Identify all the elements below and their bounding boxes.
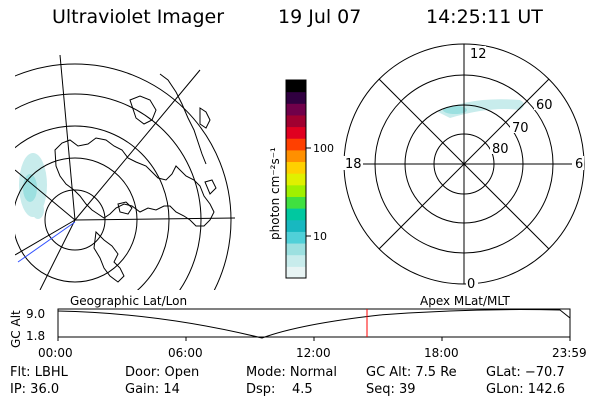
- timeline-ytick-top: 9.0: [26, 307, 45, 321]
- timeline-altitude-curve: [57, 309, 571, 339]
- colorbar-band: [286, 208, 306, 221]
- colorbar-band: [286, 243, 306, 256]
- timeline-axis-label: GC Alt: [9, 310, 23, 348]
- lat-label-70: 70: [512, 121, 529, 136]
- colorbar-band: [286, 103, 306, 116]
- timeline-xtick-2359: 23:59: [552, 346, 587, 360]
- timeline-left-title: Geographic Lat/Lon: [70, 294, 187, 308]
- map-lat-circle: [15, 157, 138, 283]
- info-seq: Seq: 39: [366, 382, 416, 397]
- timeline-frame: [57, 308, 571, 338]
- colorbar: 100 10 photon cm⁻²s⁻¹: [268, 79, 334, 279]
- colorbar-band: [286, 80, 306, 93]
- map-lat-circle: [15, 93, 202, 290]
- map-lat-circle: [15, 125, 170, 290]
- map-lon-line: [74, 217, 235, 221]
- map-coastline: [129, 95, 157, 125]
- polar-diagonal: [378, 78, 550, 250]
- mlt-label-6: 6: [575, 157, 583, 172]
- instrument-title: Ultraviolet Imager: [52, 6, 225, 28]
- info-door: Door: Open: [125, 365, 200, 380]
- header-date: 19 Jul 07: [278, 6, 362, 28]
- timeline-xtick-1200: 12:00: [296, 346, 331, 360]
- info-dsp: Dsp: 4.5: [246, 382, 313, 397]
- lat-label-80: 80: [492, 142, 509, 157]
- map-lon-line: [39, 219, 76, 290]
- mlt-label-12: 12: [470, 47, 487, 62]
- map-track-line: [17, 221, 76, 263]
- map-coastline: [204, 179, 217, 195]
- colorbar-tick-10: 10: [313, 230, 327, 243]
- mlt-label-18: 18: [345, 157, 362, 172]
- colorbar-label: photon cm⁻²s⁻¹: [268, 147, 282, 240]
- timeline-right-title: Apex MLat/MLT: [420, 294, 510, 308]
- map-coastline: [199, 107, 211, 129]
- colorbar-band: [286, 219, 306, 232]
- colorbar-band: [286, 161, 306, 174]
- header-time: 14:25:11 UT: [426, 6, 543, 28]
- info-gain: Gain: 14: [125, 382, 180, 397]
- info-mode: Mode: Normal: [246, 365, 337, 380]
- map-coastline: [54, 137, 215, 227]
- map-lon-line: [74, 69, 201, 221]
- timeline-panel: Geographic Lat/Lon Apex MLat/MLT GC Alt …: [9, 294, 587, 360]
- geographic-map: [15, 55, 235, 290]
- colorbar-band: [286, 149, 306, 163]
- map-lat-circle: [15, 63, 232, 290]
- colorbar-band: [286, 91, 306, 104]
- colorbar-tick-100: 100: [313, 142, 334, 155]
- info-filter: Flt: LBHL: [10, 365, 68, 380]
- map-lon-line: [15, 219, 76, 256]
- info-glon: GLon: 142.6: [486, 382, 566, 397]
- info-gc-alt: GC Alt: 7.5 Re: [366, 365, 457, 380]
- lat-label-60: 60: [536, 98, 553, 113]
- colorbar-band: [286, 196, 306, 209]
- colorbar-band: [286, 231, 306, 244]
- colorbar-band: [286, 254, 306, 267]
- info-glat: GLat: −70.7: [486, 365, 565, 380]
- polar-plot: [343, 43, 585, 289]
- info-ip: IP: 36.0: [10, 382, 60, 397]
- map-coastline: [159, 73, 207, 165]
- map-lon-line: [59, 55, 76, 221]
- mlt-label-0: 0: [467, 277, 475, 292]
- colorbar-band: [286, 173, 306, 186]
- timeline-ytick-bottom: 1.8: [26, 329, 45, 343]
- timeline-xtick-0600: 06:00: [168, 346, 203, 360]
- timeline-xtick-1800: 18:00: [424, 346, 459, 360]
- colorbar-band: [286, 114, 306, 128]
- map-lon-line: [15, 169, 76, 221]
- map-coastline: [93, 230, 125, 283]
- map-coastline: [117, 201, 133, 215]
- colorbar-band: [286, 266, 306, 279]
- timeline-xtick-0000: 00:00: [38, 346, 73, 360]
- colorbar-band: [286, 138, 306, 151]
- colorbar-band: [286, 184, 306, 197]
- polar-aurora: [438, 99, 524, 118]
- colorbar-band: [286, 126, 306, 139]
